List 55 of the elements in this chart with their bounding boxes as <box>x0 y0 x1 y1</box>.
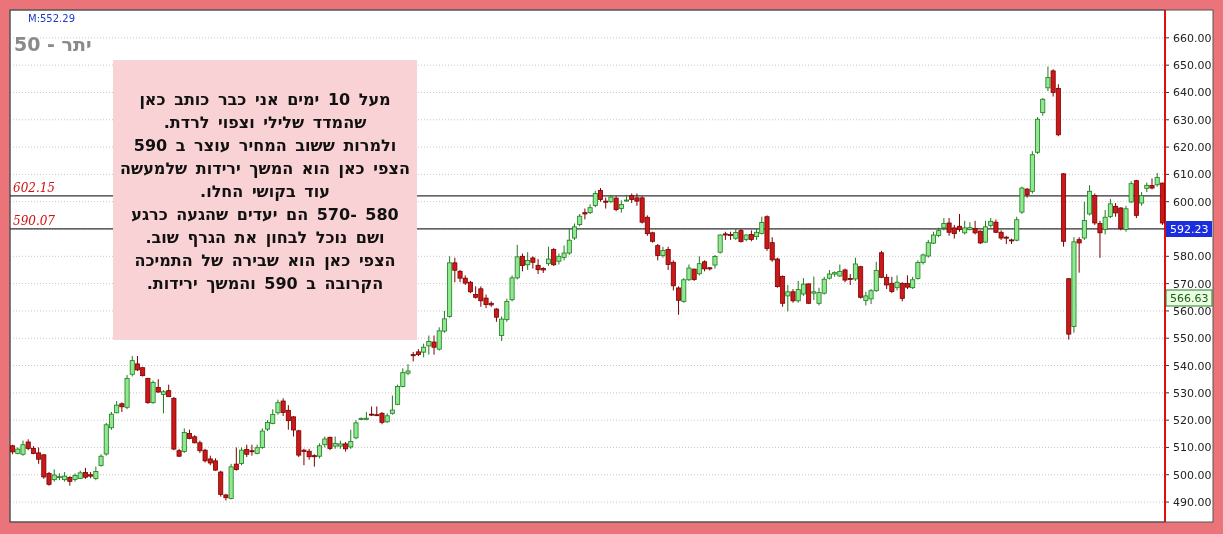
y-tick-label: 610.00 <box>1173 168 1212 182</box>
candlestick <box>1045 66 1051 92</box>
candlestick <box>660 246 666 259</box>
text: 566.63 <box>1170 292 1209 305</box>
y-tick-label: 640.00 <box>1173 86 1212 100</box>
candlestick <box>1076 236 1082 274</box>
y-tick-label: 570.00 <box>1173 277 1212 291</box>
candlestick <box>717 233 723 255</box>
y-tick-label: 560.00 <box>1173 304 1212 318</box>
candlestick <box>676 285 682 316</box>
y-tick-label: 550.00 <box>1173 332 1212 346</box>
candlestick <box>426 335 432 356</box>
candlestick <box>119 401 125 413</box>
candlestick <box>233 446 239 472</box>
y-tick-label: 540.00 <box>1173 359 1212 373</box>
y-tick-label: 530.00 <box>1173 386 1212 400</box>
candlestick <box>181 427 187 454</box>
y-tick-label: 600.00 <box>1173 195 1212 209</box>
candlestick <box>1102 209 1108 235</box>
candlestick <box>582 208 588 220</box>
text: 592.23 <box>1170 223 1209 236</box>
y-tick-label: 520.00 <box>1173 414 1212 428</box>
annotation: M:552.29 <box>28 13 75 24</box>
ref-line-label: 590.07 <box>13 213 56 228</box>
y-tick-label: 500.00 <box>1173 468 1212 482</box>
candlestick <box>941 217 947 231</box>
y-tick-label: 510.00 <box>1173 441 1212 455</box>
candlestick <box>1087 184 1093 216</box>
y-tick-label: 650.00 <box>1173 59 1212 73</box>
candlestick <box>431 335 437 356</box>
candlestick <box>1149 177 1155 190</box>
candlestick <box>546 246 551 267</box>
ref-line-label: 602.15 <box>13 180 55 195</box>
candlestick <box>129 355 135 377</box>
candlestick <box>161 389 166 414</box>
y-tick-label: 660.00 <box>1173 31 1212 45</box>
candlestick <box>150 380 156 405</box>
candlestick <box>348 429 354 450</box>
candlestick <box>1014 216 1020 242</box>
candlestick <box>218 470 224 498</box>
y-tick-label: 630.00 <box>1173 113 1212 127</box>
candlestick <box>852 257 858 282</box>
candlestick <box>1107 198 1113 219</box>
y-tick-label: 490.00 <box>1173 496 1212 510</box>
candlestick <box>696 255 702 276</box>
y-tick-label: 620.00 <box>1173 141 1212 155</box>
candlestick <box>1123 205 1129 233</box>
candlestick <box>1081 201 1087 241</box>
candlestick <box>894 274 900 291</box>
candlestick <box>389 395 395 416</box>
text: מעל 10 ימים אני כבר כותב כאן שהמדד שלילי וצפוי לרדת. ולמרות ששוב המחיר עוצר ב 590 הצפי כאן הוא המשך ירידות שלמעשה עוד בקושי החלו. 580 -570 הם יעדים שהגעה כרגע ושם נוכל לבחון את הגרף שוב. הצפי כאן הוא שבירה של התמיכה הקרובה ב 590 והמשך ירידות. <box>120 90 410 293</box>
text: יתר - 50 <box>14 33 92 55</box>
candlestick <box>983 220 988 244</box>
candlestick <box>785 284 791 312</box>
y-tick-label: 580.00 <box>1173 250 1212 264</box>
